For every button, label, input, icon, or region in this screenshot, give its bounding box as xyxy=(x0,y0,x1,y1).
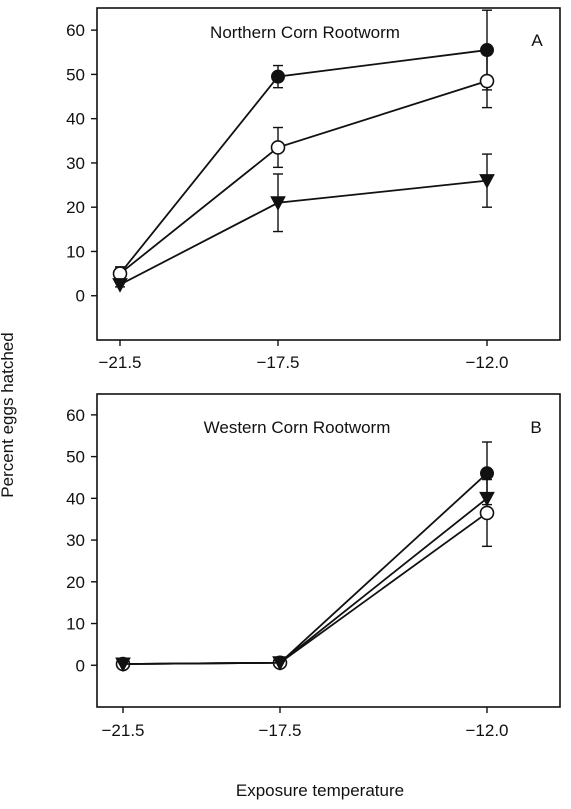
y-tick-label: 40 xyxy=(66,110,85,129)
y-tick-label: 20 xyxy=(66,198,85,217)
data-point xyxy=(479,174,495,189)
panel-title: Northern Corn Rootworm xyxy=(210,23,400,42)
x-tick-label: −21.5 xyxy=(98,353,141,372)
series-filled-circle xyxy=(116,441,494,672)
plot-frame xyxy=(96,7,561,341)
data-point xyxy=(480,466,494,481)
series-open-circle xyxy=(112,53,495,281)
chart-panel-a: 0 10 20 30 40 50 60 −21.5 −17.5 −12.0 Northern Cor… xyxy=(66,7,561,372)
y-tick-label: 60 xyxy=(66,21,85,40)
series-filled-triangle-down xyxy=(112,153,495,293)
x-tick-label: −17.5 xyxy=(258,721,301,740)
data-point xyxy=(479,491,495,507)
x-tick-label: −12.0 xyxy=(465,353,508,372)
y-tick-label: 10 xyxy=(66,242,85,261)
chart-panel-b: 0 10 20 30 40 50 60 −21.5 −17.5 −12.0 Western Corn… xyxy=(66,393,561,740)
panel-letter: B xyxy=(530,418,541,437)
y-tick-label: 30 xyxy=(66,154,85,173)
x-tick-label: −21.5 xyxy=(101,721,144,740)
y-tick-label: 10 xyxy=(66,615,85,634)
x-axis-title: Exposure temperature xyxy=(236,781,404,800)
y-tick-label: 50 xyxy=(66,65,85,84)
data-point xyxy=(271,69,285,84)
x-tick-label: −17.5 xyxy=(256,353,299,372)
data-point xyxy=(270,140,286,155)
series-filled-triangle-down xyxy=(115,491,495,673)
data-point xyxy=(479,505,495,521)
data-point xyxy=(112,278,128,293)
series-line xyxy=(122,512,488,665)
series-line xyxy=(122,472,488,665)
data-point xyxy=(270,196,286,211)
x-tick-label: −12.0 xyxy=(465,721,508,740)
data-point xyxy=(115,657,131,673)
series-filled-circle xyxy=(113,9,494,281)
y-tick-label: 0 xyxy=(76,656,85,675)
plot-frame xyxy=(96,393,561,708)
y-axis-title: Percent eggs hatched xyxy=(0,332,17,497)
y-tick-label: 20 xyxy=(66,573,85,592)
panel-letter: A xyxy=(531,31,543,50)
data-point xyxy=(479,73,495,89)
data-point xyxy=(112,266,128,281)
y-tick-label: 0 xyxy=(76,287,85,306)
series-line xyxy=(119,49,488,275)
panel-title: Western Corn Rootworm xyxy=(204,418,391,437)
y-tick-label: 40 xyxy=(66,489,85,508)
y-tick-label: 60 xyxy=(66,406,85,425)
data-point xyxy=(272,656,288,671)
series-line xyxy=(119,179,488,286)
y-tick-label: 50 xyxy=(66,448,85,467)
series-line xyxy=(119,80,488,275)
y-tick-label: 30 xyxy=(66,531,85,550)
